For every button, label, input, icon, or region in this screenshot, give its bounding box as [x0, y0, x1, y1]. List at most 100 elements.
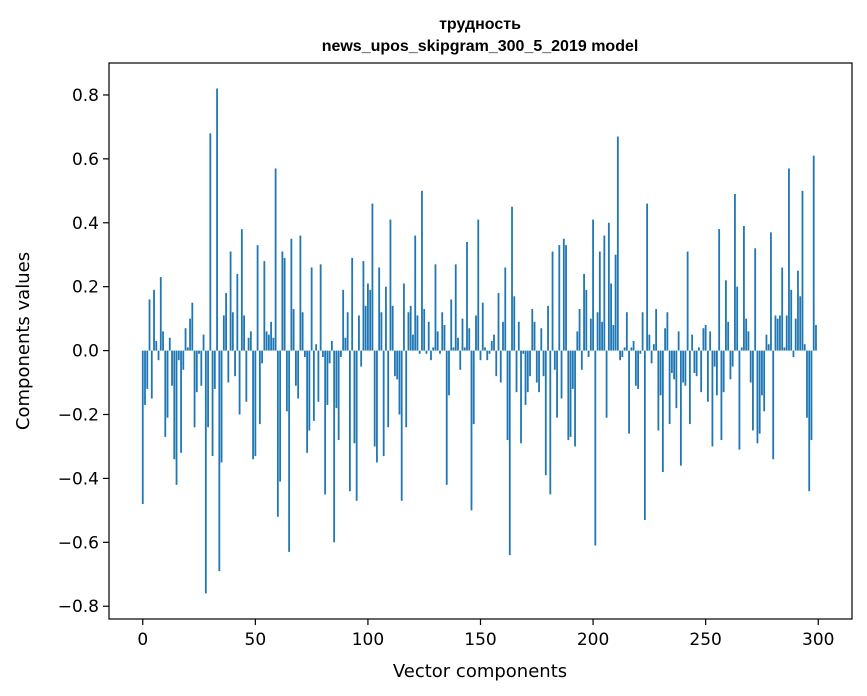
- bar-24: [195, 350, 198, 393]
- bar-158: [497, 293, 500, 351]
- x-tick-label: 200: [577, 630, 609, 650]
- bar-151: [481, 302, 484, 351]
- bar-295: [806, 350, 808, 418]
- bar-101: [369, 289, 372, 351]
- bar-86: [335, 350, 338, 409]
- bar-37: [225, 293, 227, 351]
- bar-127: [427, 321, 430, 351]
- bar-218: [632, 341, 635, 351]
- bar-244: [691, 334, 694, 351]
- bar-110: [389, 219, 392, 351]
- bar-89: [342, 289, 345, 351]
- x-tick-label: 150: [464, 630, 496, 650]
- bar-270: [749, 350, 752, 383]
- bar-13: [171, 350, 173, 386]
- bar-250: [704, 325, 707, 351]
- bar-277: [765, 334, 768, 351]
- bar-5: [153, 289, 155, 351]
- bar-228: [655, 309, 658, 351]
- bar-153: [486, 350, 489, 361]
- bar-222: [641, 312, 644, 351]
- bar-10: [164, 350, 167, 437]
- bar-248: [700, 350, 703, 393]
- x-axis-label: Vector components: [393, 661, 567, 682]
- bar-123: [418, 350, 421, 354]
- bar-48: [249, 331, 252, 351]
- bar-17: [180, 350, 182, 453]
- bar-166: [515, 350, 518, 393]
- bar-11: [166, 350, 169, 418]
- bar-141: [459, 350, 462, 370]
- bar-192: [574, 350, 576, 447]
- bar-182: [551, 251, 554, 351]
- bar-22: [191, 302, 194, 351]
- y-tick-label: −0.6: [58, 533, 99, 553]
- bar-148: [475, 315, 477, 351]
- bar-23: [193, 350, 196, 428]
- bar-83: [328, 350, 331, 364]
- bar-241: [684, 350, 687, 386]
- bar-291: [797, 270, 799, 351]
- bar-243: [688, 350, 691, 425]
- bar-138: [452, 347, 455, 351]
- bar-7: [157, 350, 160, 361]
- bar-92: [349, 350, 351, 492]
- x-tick-label: 0: [137, 630, 148, 650]
- bar-21: [189, 318, 191, 351]
- bar-164: [511, 206, 513, 351]
- bar-132: [439, 350, 441, 354]
- bar-70: [299, 235, 302, 351]
- bar-108: [385, 286, 387, 351]
- bar-0: [141, 350, 144, 504]
- bar-124: [421, 190, 423, 351]
- bar-80: [321, 350, 324, 357]
- bar-76: [312, 350, 315, 421]
- bar-93: [351, 257, 354, 351]
- bar-152: [484, 347, 486, 351]
- bar-116: [403, 283, 405, 351]
- bar-269: [747, 331, 750, 351]
- bar-41: [234, 350, 236, 377]
- bar-183: [553, 350, 556, 370]
- bar-122: [416, 315, 419, 351]
- bar-292: [799, 296, 802, 351]
- bar-163: [508, 350, 511, 556]
- bar-15: [175, 350, 178, 485]
- bar-39: [229, 251, 232, 351]
- bar-230: [659, 350, 662, 396]
- y-axis-label: Components values: [13, 252, 34, 430]
- bar-129: [432, 347, 435, 351]
- bar-185: [558, 245, 561, 351]
- bar-49: [252, 350, 254, 460]
- bar-197: [585, 289, 588, 351]
- bar-285: [783, 347, 786, 351]
- bar-271: [752, 350, 754, 431]
- bar-64: [285, 350, 288, 412]
- bar-201: [594, 350, 597, 546]
- bar-261: [729, 350, 732, 380]
- bar-135: [445, 350, 448, 485]
- bar-169: [522, 350, 525, 354]
- bar-126: [425, 350, 428, 354]
- bar-107: [382, 350, 385, 457]
- bar-6: [155, 341, 158, 351]
- bar-226: [650, 350, 653, 364]
- x-tick-label: 100: [352, 630, 384, 650]
- bar-205: [603, 235, 606, 351]
- bar-84: [331, 341, 333, 351]
- bar-235: [670, 350, 673, 373]
- bar-36: [222, 315, 225, 351]
- bar-233: [666, 312, 669, 351]
- bar-194: [578, 309, 581, 351]
- bar-77: [315, 344, 318, 351]
- bar-16: [177, 350, 180, 361]
- y-axis: −0.8 −0.6 −0.4 −0.2 0.0 0.2 0.4 0.6 0.8: [58, 86, 109, 617]
- bar-231: [661, 350, 664, 473]
- bar-278: [767, 344, 770, 351]
- bar-180: [547, 305, 549, 351]
- bar-100: [367, 283, 369, 351]
- bar-series: [141, 88, 817, 594]
- bar-78: [317, 350, 320, 402]
- bar-267: [743, 225, 745, 351]
- bar-47: [247, 337, 250, 351]
